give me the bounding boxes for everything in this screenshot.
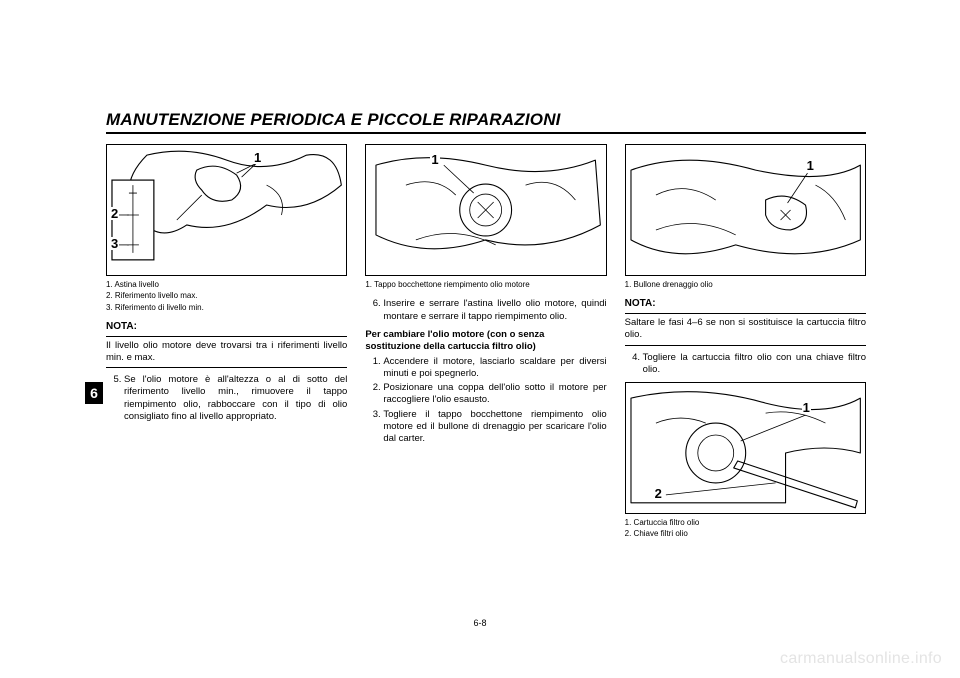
- page-number: 6-8: [0, 618, 960, 628]
- figure-dipstick: 1 2 3: [106, 144, 347, 276]
- callout-3: 3: [110, 237, 119, 250]
- figure-filterwrench: 1 2: [625, 382, 866, 514]
- nota-rule: [106, 336, 347, 337]
- figure-dipstick-svg: [107, 145, 346, 275]
- step-5: Se l'olio motore è all'altezza o al di s…: [124, 374, 347, 423]
- callout-1: 1: [430, 153, 439, 166]
- nota-text: Il livello olio motore deve trovarsi tra…: [106, 340, 347, 364]
- callout-1: 1: [806, 159, 815, 172]
- nota-label: NOTA:: [625, 298, 656, 311]
- figure-drainbolt-svg: [626, 145, 865, 275]
- caption-line: 1. Tappo bocchettone riempimento olio mo…: [365, 280, 606, 290]
- steps-list: Se l'olio motore è all'altezza o al di s…: [106, 374, 347, 423]
- figure-filterwrench-caption: 1. Cartuccia filtro olio 2. Chiave filtr…: [625, 518, 866, 540]
- callout-2: 2: [654, 487, 663, 500]
- steps-list: Accendere il motore, lasciarlo scaldare …: [365, 356, 606, 445]
- nota-text: Saltare le fasi 4–6 se non si sostituisc…: [625, 317, 866, 341]
- columns: 1 2 3 1. Astina livello 2. Riferimento l…: [106, 144, 866, 548]
- figure-fillercap-svg: [366, 145, 605, 275]
- steps-list: Inserire e serrare l'astina livello olio…: [365, 298, 606, 322]
- callout-1: 1: [802, 401, 811, 414]
- manual-page: 6 MANUTENZIONE PERIODICA E PICCOLE RIPAR…: [0, 0, 960, 678]
- content-frame: MANUTENZIONE PERIODICA E PICCOLE RIPARAZ…: [106, 110, 866, 610]
- column-3: 1 1. Bullone drenaggio olio NOTA: Saltar…: [625, 144, 866, 548]
- figure-dipstick-caption: 1. Astina livello 2. Riferimento livello…: [106, 280, 347, 313]
- caption-line: 1. Bullone drenaggio olio: [625, 280, 866, 290]
- figure-drainbolt-caption: 1. Bullone drenaggio olio: [625, 280, 866, 290]
- subhead-line: sostituzione della cartuccia filtro olio…: [365, 341, 536, 352]
- step-1: Accendere il motore, lasciarlo scaldare …: [383, 356, 606, 380]
- steps-list: Togliere la cartuccia filtro olio con un…: [625, 352, 866, 376]
- nota-block: NOTA: Saltare le fasi 4–6 se non si sost…: [625, 298, 866, 345]
- watermark: carmanualsonline.info: [780, 650, 942, 668]
- column-1: 1 2 3 1. Astina livello 2. Riferimento l…: [106, 144, 347, 548]
- step-2: Posizionare una coppa dell'olio sotto il…: [383, 382, 606, 406]
- step-3: Togliere il tappo bocchettone riempiment…: [383, 409, 606, 445]
- figure-drainbolt: 1: [625, 144, 866, 276]
- nota-label: NOTA:: [106, 321, 137, 334]
- nota-rule: [106, 367, 347, 368]
- chapter-title: MANUTENZIONE PERIODICA E PICCOLE RIPARAZ…: [106, 110, 866, 134]
- step-4: Togliere la cartuccia filtro olio con un…: [643, 352, 866, 376]
- step-6: Inserire e serrare l'astina livello olio…: [383, 298, 606, 322]
- column-2: 1 1. Tappo bocchettone riempimento olio …: [365, 144, 606, 548]
- caption-line: 3. Riferimento di livello min.: [106, 303, 347, 313]
- caption-line: 2. Riferimento livello max.: [106, 291, 347, 301]
- nota-rule: [625, 313, 866, 314]
- subhead-line: Per cambiare l'olio motore (con o senza: [365, 329, 544, 340]
- caption-line: 2. Chiave filtri olio: [625, 529, 866, 539]
- figure-fillercap: 1: [365, 144, 606, 276]
- figure-fillercap-caption: 1. Tappo bocchettone riempimento olio mo…: [365, 280, 606, 290]
- caption-line: 1. Astina livello: [106, 280, 347, 290]
- callout-2: 2: [110, 207, 119, 220]
- procedure-heading: Per cambiare l'olio motore (con o senza …: [365, 329, 606, 353]
- caption-line: 1. Cartuccia filtro olio: [625, 518, 866, 528]
- section-tab: 6: [85, 382, 103, 404]
- nota-rule: [625, 345, 866, 346]
- nota-block: NOTA: Il livello olio motore deve trovar…: [106, 321, 347, 368]
- callout-1: 1: [253, 151, 262, 164]
